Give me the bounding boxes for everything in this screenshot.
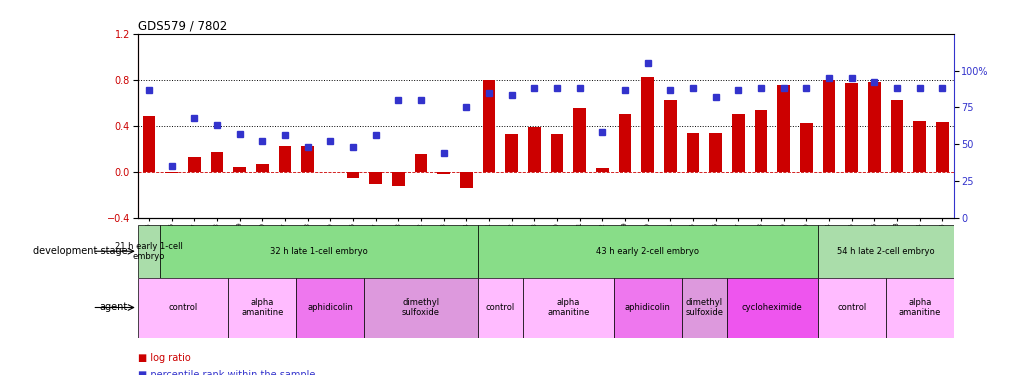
Bar xyxy=(233,167,246,172)
Bar xyxy=(187,157,201,172)
Text: development stage: development stage xyxy=(33,246,127,256)
Bar xyxy=(228,278,297,338)
Text: ■ percentile rank within the sample: ■ percentile rank within the sample xyxy=(138,370,315,375)
Text: control: control xyxy=(837,303,865,312)
Bar xyxy=(663,100,676,172)
Bar xyxy=(346,172,359,178)
Text: aphidicolin: aphidicolin xyxy=(307,303,353,312)
Bar xyxy=(686,132,699,172)
Bar xyxy=(817,278,884,338)
Text: dimethyl
sulfoxide: dimethyl sulfoxide xyxy=(401,298,439,317)
Text: GDS579 / 7802: GDS579 / 7802 xyxy=(138,20,227,33)
Text: 43 h early 2-cell embryo: 43 h early 2-cell embryo xyxy=(596,247,698,256)
Bar xyxy=(550,134,562,172)
Text: cycloheximide: cycloheximide xyxy=(741,303,802,312)
Bar xyxy=(776,86,789,172)
Text: 54 h late 2-cell embryo: 54 h late 2-cell embryo xyxy=(836,247,933,256)
Text: 32 h late 1-cell embryo: 32 h late 1-cell embryo xyxy=(270,247,368,256)
Bar xyxy=(138,278,228,338)
Bar xyxy=(505,134,518,172)
Text: 21 h early 1-cell
embryо: 21 h early 1-cell embryо xyxy=(115,242,182,261)
Bar xyxy=(595,168,608,172)
Bar xyxy=(732,114,744,172)
Bar xyxy=(681,278,727,338)
Text: aphidicolin: aphidicolin xyxy=(625,303,669,312)
Bar xyxy=(415,154,427,172)
Bar xyxy=(477,225,817,278)
Bar xyxy=(369,172,381,184)
Text: control: control xyxy=(168,303,198,312)
Bar xyxy=(890,100,903,172)
Bar xyxy=(754,110,766,172)
Bar xyxy=(482,80,495,172)
Bar xyxy=(528,127,540,172)
Bar xyxy=(884,278,953,338)
Bar xyxy=(727,278,817,338)
Bar xyxy=(256,164,268,172)
Bar xyxy=(165,172,177,173)
Bar xyxy=(278,146,291,172)
Bar xyxy=(867,82,879,172)
Bar xyxy=(913,121,925,172)
Bar xyxy=(302,146,314,172)
Bar xyxy=(160,225,477,278)
Bar xyxy=(364,278,477,338)
Text: alpha
amanitine: alpha amanitine xyxy=(898,298,940,317)
Bar xyxy=(297,278,364,338)
Bar xyxy=(523,278,613,338)
Bar xyxy=(460,172,472,188)
Text: agent: agent xyxy=(99,303,127,312)
Bar xyxy=(143,116,155,172)
Bar xyxy=(138,225,160,278)
Text: ■ log ratio: ■ log ratio xyxy=(138,353,191,363)
Text: control: control xyxy=(485,303,515,312)
Bar xyxy=(437,172,449,174)
Bar xyxy=(477,278,523,338)
Bar xyxy=(619,114,631,172)
Bar xyxy=(822,80,835,172)
Bar xyxy=(211,152,223,172)
Bar xyxy=(573,108,585,172)
Text: alpha
amanitine: alpha amanitine xyxy=(240,298,283,317)
Bar xyxy=(391,172,405,186)
Bar xyxy=(641,77,653,172)
Bar xyxy=(709,132,721,172)
Bar xyxy=(799,123,812,172)
Text: dimethyl
sulfoxide: dimethyl sulfoxide xyxy=(685,298,722,317)
Bar xyxy=(613,278,681,338)
Bar xyxy=(935,122,948,172)
Text: alpha
amanitine: alpha amanitine xyxy=(546,298,589,317)
Bar xyxy=(817,225,953,278)
Bar xyxy=(845,83,857,172)
